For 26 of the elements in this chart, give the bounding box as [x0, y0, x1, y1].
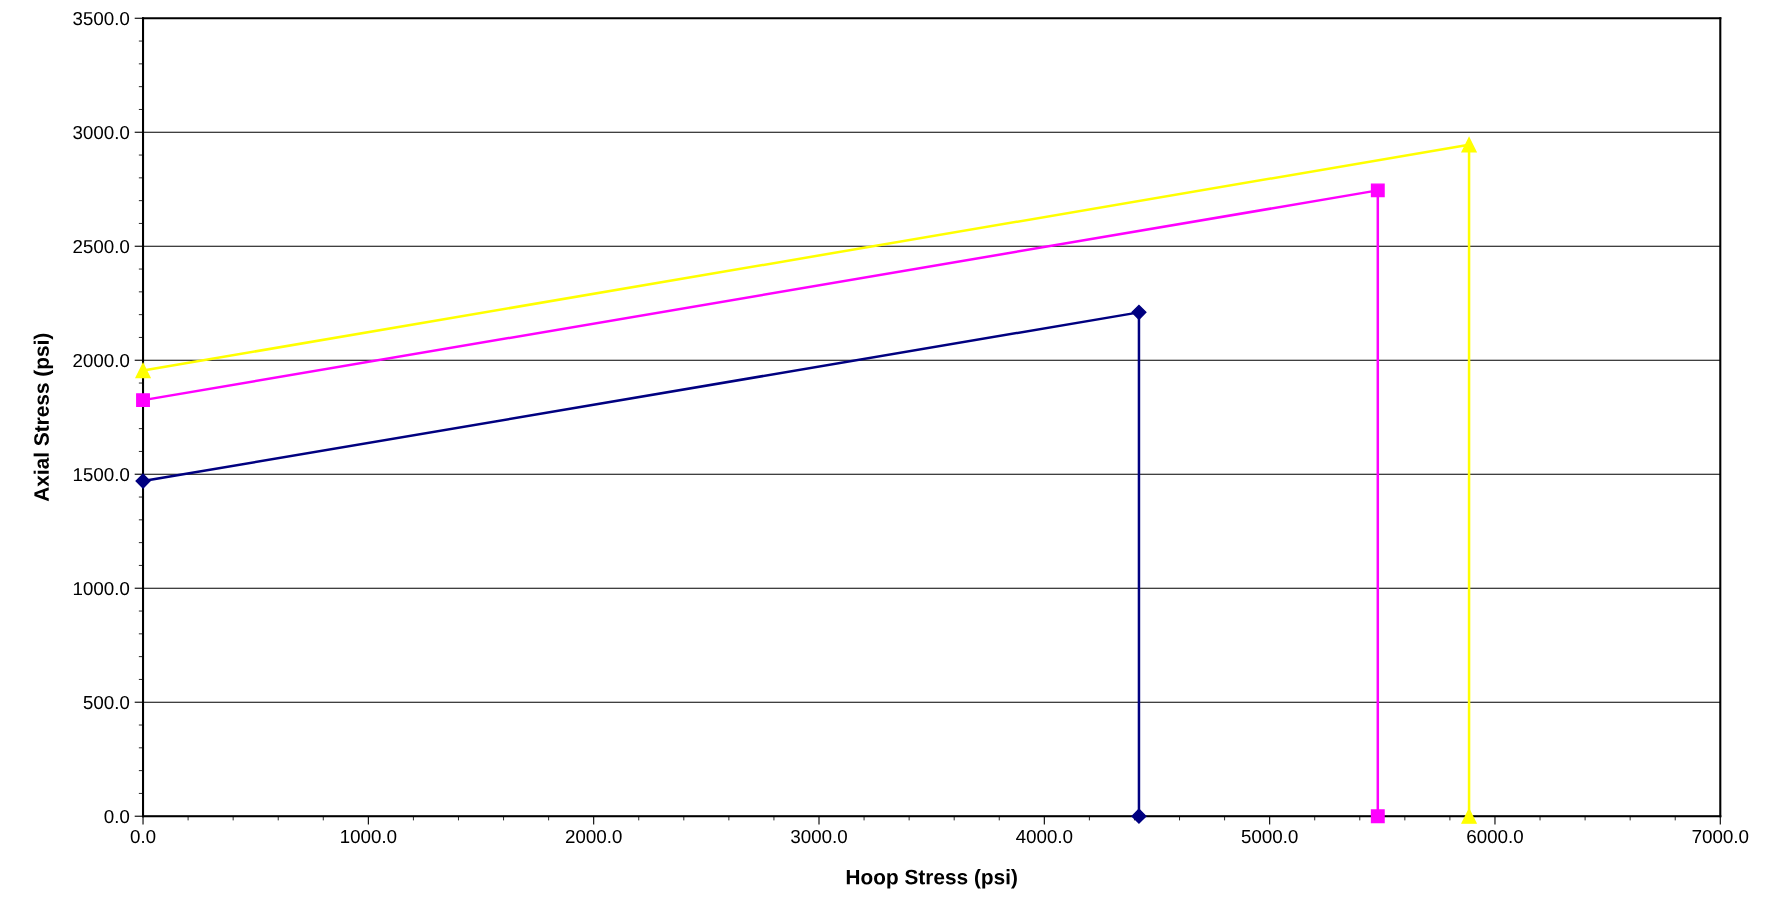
x-tick-label: 4000.0: [1016, 829, 1073, 844]
x-tick-label: 2000.0: [565, 829, 622, 844]
y-tick-label: 3000.0: [73, 125, 130, 140]
x-tick-label: 0.0: [130, 829, 156, 844]
x-tick-label: 5000.0: [1241, 829, 1298, 844]
y-tick-label: 2000.0: [73, 353, 130, 368]
y-tick-label: 0.0: [104, 809, 130, 824]
x-axis-title: Hoop Stress (psi): [846, 869, 1017, 889]
y-tick-label: 1000.0: [73, 581, 130, 596]
y-tick-label: 3500.0: [73, 11, 130, 26]
point: [1370, 809, 1385, 824]
x-tick-label: 7000.0: [1692, 829, 1749, 844]
point: [1131, 808, 1147, 824]
x-tick-label: 6000.0: [1467, 829, 1523, 844]
point: [135, 362, 151, 379]
point: [1461, 137, 1477, 153]
point: [1370, 183, 1385, 198]
y-tick-label: 2500.0: [73, 239, 130, 254]
point: [1461, 808, 1477, 824]
x-tick-label: 1000.0: [341, 829, 397, 844]
y-tick-label: 500.0: [83, 695, 130, 710]
x-tick-label: 3000.0: [791, 829, 847, 844]
y-axis-title: Axial Stress (psi): [33, 333, 54, 502]
point: [1131, 304, 1147, 320]
y-tick-label: 1500.0: [73, 467, 130, 482]
point: [136, 393, 150, 408]
